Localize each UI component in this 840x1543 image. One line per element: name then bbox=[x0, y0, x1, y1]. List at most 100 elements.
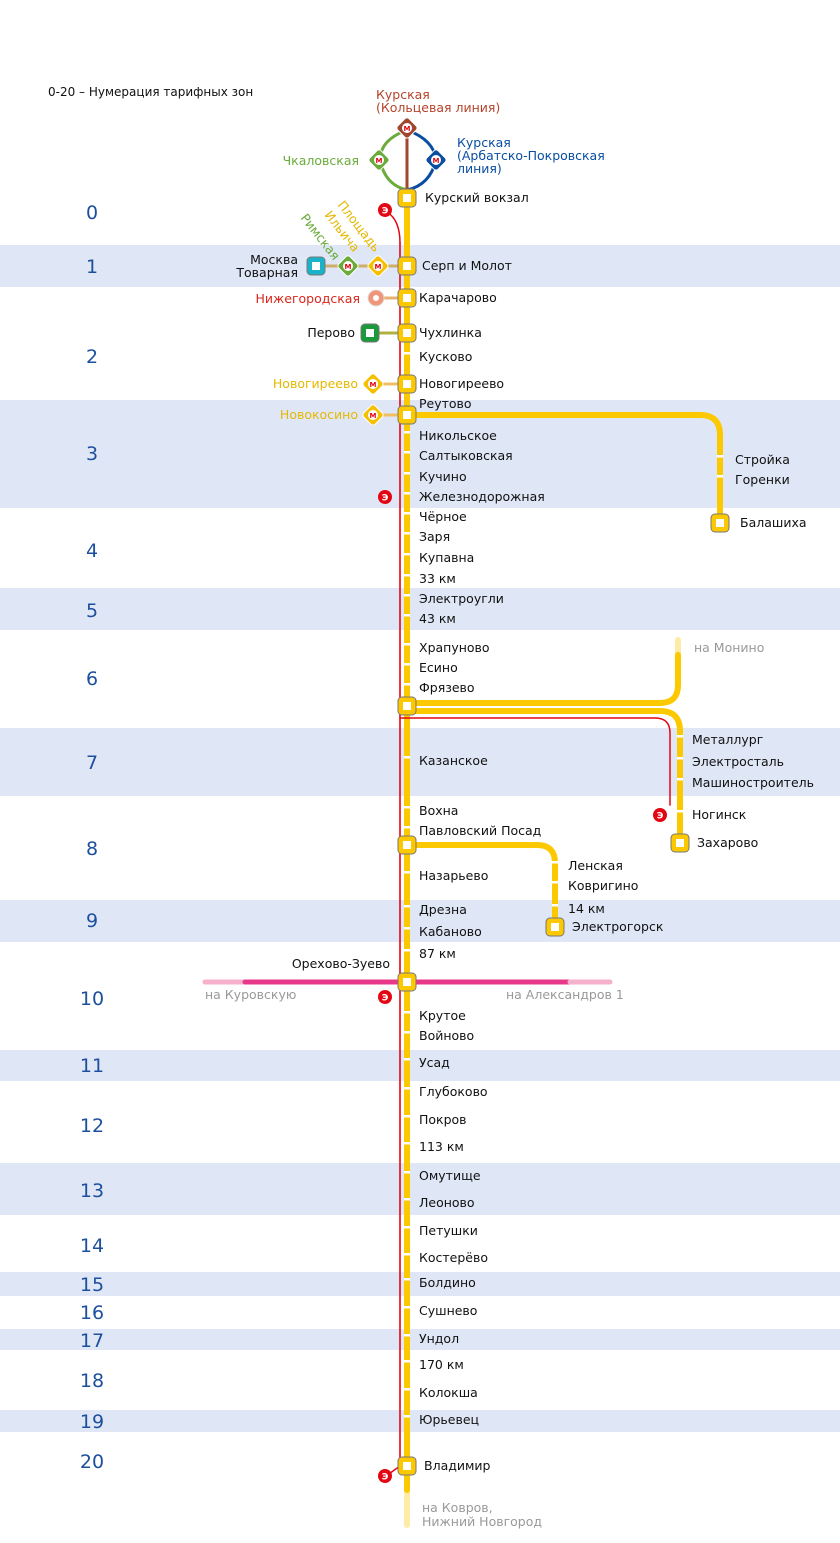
station-label: 87 км bbox=[419, 946, 456, 961]
station-label: Дрезна bbox=[419, 902, 467, 917]
station-tick bbox=[404, 1058, 410, 1061]
express-stop-icon[interactable] bbox=[378, 490, 392, 504]
station-tick bbox=[404, 1334, 410, 1337]
metro-icon: М bbox=[376, 157, 383, 165]
station-tick bbox=[552, 861, 558, 864]
station-tick bbox=[404, 905, 410, 908]
zakharovo-branch bbox=[404, 708, 683, 846]
zone-number: 8 bbox=[86, 838, 98, 860]
interchange-station-core bbox=[312, 262, 320, 270]
station-label: Усад bbox=[419, 1055, 450, 1070]
interchange-station-core bbox=[403, 294, 411, 302]
zone-band bbox=[0, 1272, 840, 1296]
labels: Курский вокзал Серп и Молот Карачарово Чухл… bbox=[205, 87, 814, 1529]
zone-band bbox=[0, 1329, 840, 1350]
station-label: Чёрное bbox=[419, 509, 467, 524]
zone-number: 14 bbox=[80, 1235, 104, 1257]
metro-icon-bg bbox=[368, 410, 378, 420]
zone-number: 7 bbox=[86, 752, 98, 774]
direction-label: Нижний Новгород bbox=[422, 1514, 542, 1529]
interchange-station-core bbox=[716, 519, 724, 527]
metro-icon: М bbox=[370, 412, 377, 420]
zone-band bbox=[0, 1050, 840, 1081]
station-tick bbox=[404, 826, 410, 829]
station-label: Орехово-Зуево bbox=[292, 956, 390, 971]
metro-station-label: Товарная bbox=[235, 265, 298, 280]
zone-band bbox=[0, 588, 840, 630]
zone-band bbox=[0, 1163, 840, 1215]
zone-band bbox=[0, 245, 840, 287]
express-noginsk-line bbox=[399, 717, 671, 806]
station-label: Болдино bbox=[419, 1275, 476, 1290]
station-label: Кабаново bbox=[419, 924, 482, 939]
station-tick bbox=[677, 810, 683, 813]
metro-icon: М bbox=[375, 263, 382, 271]
express-stop-icon[interactable] bbox=[378, 1469, 392, 1483]
station-label: Серп и Молот bbox=[422, 258, 512, 273]
direction-label: на Александров 1 bbox=[506, 987, 624, 1002]
station-tick bbox=[717, 475, 723, 478]
interchange-station-core bbox=[676, 839, 684, 847]
zone-number: 13 bbox=[80, 1180, 104, 1202]
station-tick bbox=[677, 778, 683, 781]
zone-number: 2 bbox=[86, 346, 98, 368]
interchange-station-core bbox=[403, 194, 411, 202]
station-label: Железнодорожная bbox=[419, 489, 545, 504]
station-tick bbox=[717, 455, 723, 458]
express-line-top bbox=[386, 211, 401, 244]
station-label: Фрязево bbox=[419, 680, 475, 695]
station-label: Вохна bbox=[419, 803, 458, 818]
station-label: Карачарово bbox=[419, 290, 497, 305]
express-stop-icon[interactable] bbox=[653, 808, 667, 822]
metro-station-label: Новокосино bbox=[280, 407, 358, 422]
zone-number: 6 bbox=[86, 668, 98, 690]
station-label: Назарьево bbox=[419, 868, 488, 883]
station-tick bbox=[404, 683, 410, 686]
station-tick bbox=[404, 1360, 410, 1363]
zone-number: 16 bbox=[80, 1302, 104, 1324]
station-label: Казанское bbox=[419, 753, 488, 768]
zone-band bbox=[0, 728, 840, 796]
express-stop-icon[interactable] bbox=[378, 203, 392, 217]
station-tick bbox=[404, 1226, 410, 1229]
station-tick bbox=[404, 1142, 410, 1145]
metro-icon-bg bbox=[374, 155, 384, 165]
monino-branch bbox=[404, 652, 681, 706]
station-label: Крутое bbox=[419, 1008, 466, 1023]
station-tick bbox=[404, 871, 410, 874]
station-label: Кусково bbox=[419, 349, 472, 364]
stations: М М М М М М М Э Э Э Э Э bbox=[306, 117, 730, 1483]
zone-number: 20 bbox=[80, 1451, 104, 1473]
station-label: 113 км bbox=[419, 1139, 464, 1154]
metro-icon: М bbox=[345, 263, 352, 271]
metro-icon-bg bbox=[373, 261, 383, 271]
station-tick bbox=[404, 492, 410, 495]
nekrasovka-core bbox=[373, 295, 379, 301]
zone-band bbox=[0, 900, 840, 942]
metro-icon-bg bbox=[343, 261, 353, 271]
interchange-station-core bbox=[403, 978, 411, 986]
interchange-station-core bbox=[403, 411, 411, 419]
station-tick bbox=[404, 451, 410, 454]
station-label: Леоново bbox=[419, 1195, 475, 1210]
zone-number: 15 bbox=[80, 1274, 104, 1296]
interchange-station-core bbox=[551, 923, 559, 931]
station-tick bbox=[404, 1253, 410, 1256]
metro-station-label: (Кольцевая линия) bbox=[376, 100, 500, 115]
station-label: Ковригино bbox=[568, 878, 638, 893]
zone-number: 18 bbox=[80, 1370, 104, 1392]
metro-station-label: Москва bbox=[250, 252, 298, 267]
express-stop-icon[interactable] bbox=[378, 990, 392, 1004]
zone-number: 1 bbox=[86, 256, 98, 278]
station-tick bbox=[552, 881, 558, 884]
interchange-station-core bbox=[403, 702, 411, 710]
express-icon: Э bbox=[657, 812, 664, 822]
station-tick bbox=[404, 663, 410, 666]
station-label: Сушнево bbox=[419, 1303, 477, 1318]
station-tick bbox=[404, 1306, 410, 1309]
direction-label: на Монино bbox=[694, 640, 764, 655]
station-tick bbox=[404, 806, 410, 809]
station-label: Заря bbox=[419, 529, 450, 544]
metro-icon-bg bbox=[368, 379, 378, 389]
